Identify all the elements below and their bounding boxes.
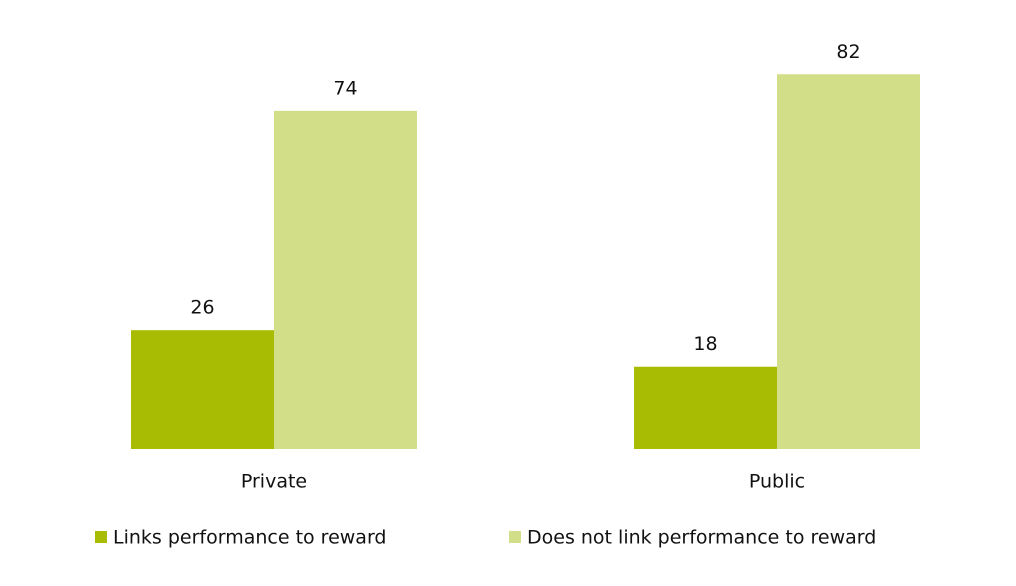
legend-swatch [509,531,521,543]
bar [777,74,920,449]
value-label: 18 [693,333,717,355]
legend-swatch [95,531,107,543]
x-tick-label: Public [749,471,805,493]
bar [274,110,417,449]
bar [634,366,777,449]
value-label: 26 [190,297,214,319]
legend-label: Links performance to reward [113,527,387,549]
value-label: 74 [333,77,357,99]
bar [131,330,274,449]
value-label: 82 [836,41,860,63]
legend-label: Does not link performance to reward [527,527,876,549]
x-tick-label: Private [241,471,307,493]
